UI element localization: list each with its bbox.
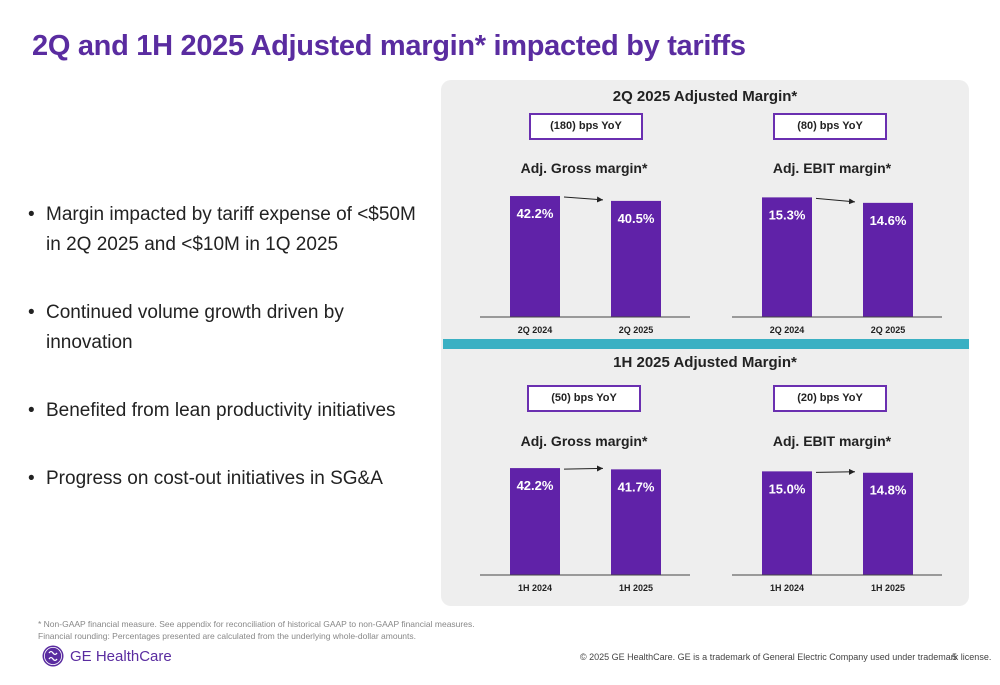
trend-arrow [815,468,856,475]
bar [762,471,812,575]
logo-text: GE HealthCare [70,647,172,665]
bullet-text: Continued volume growth driven by innova… [46,302,344,353]
tick-label: 2Q 2024 [770,325,805,335]
bullet-list: • Margin impacted by tariff expense of <$… [28,200,433,532]
data-label: 15.0% [769,481,806,496]
footnote-line: Financial rounding: Percentages presente… [38,631,416,641]
page-number: 5 [952,652,958,662]
chart-title: Adj. EBIT margin* [772,433,892,449]
gross-margin-1h-chart: 42.2% 1H 2024 41.7% 1H 2025 [480,465,690,593]
tick-label: 1H 2025 [619,583,653,593]
tick-label: 1H 2024 [770,583,804,593]
bullet-item: • Benefited from lean productivity initia… [28,396,433,426]
page-title: 2Q and 1H 2025 Adjusted margin* impacted… [32,30,746,62]
yoy-badge: (50) bps YoY [527,385,641,412]
copyright-notice: © 2025 GE HealthCare. GE is a trademark … [580,652,992,662]
data-label: 42.2% [517,206,554,221]
bullet-text: Margin impacted by tariff expense of <$5… [46,204,416,255]
yoy-badge: (180) bps YoY [529,113,643,140]
bar [611,200,661,317]
footnote-line: * Non-GAAP financial measure. See append… [38,619,475,629]
data-label: 14.6% [870,213,907,228]
data-label: 41.7% [618,479,655,494]
data-label: 42.2% [517,478,554,493]
chart-title: Adj. Gross margin* [520,160,648,176]
data-label: 15.3% [769,207,806,222]
bar [611,469,661,575]
bar [510,468,560,575]
chart-title: Adj. Gross margin* [520,433,648,449]
bullet-dot: • [28,468,35,489]
tick-label: 2Q 2024 [518,325,553,335]
data-label: 40.5% [618,211,655,226]
bullet-item: • Continued volume growth driven by innov… [28,298,433,358]
trend-arrow [815,197,856,205]
bar [863,202,913,317]
trend-arrow [563,196,604,203]
ge-monogram-icon [42,645,64,667]
footnote: * Non-GAAP financial measure. See append… [38,618,475,642]
tick-label: 1H 2025 [871,583,905,593]
tick-label: 2Q 2025 [619,325,654,335]
section-divider [443,339,969,349]
bullet-item: • Progress on cost-out initiatives in SG&… [28,464,433,494]
ebit-margin-1h-chart: 15.0% 1H 2024 14.8% 1H 2025 [732,468,942,593]
yoy-badge: (20) bps YoY [773,385,887,412]
bar [510,196,560,317]
ebit-margin-2q-chart: 15.3% 2Q 2024 14.6% 2Q 2025 [732,197,942,335]
company-logo: GE HealthCare [42,645,172,667]
data-label: 14.8% [870,483,907,498]
section-title-1h: 1H 2025 Adjusted Margin* [613,354,797,371]
section-title-2q: 2Q 2025 Adjusted Margin* [612,88,798,105]
tick-label: 1H 2024 [518,583,552,593]
gross-margin-2q-chart: 42.2% 2Q 2024 40.5% 2Q 2025 [480,196,690,335]
bullet-dot: • [28,400,35,421]
bar [863,472,913,575]
bullet-dot: • [28,302,35,323]
yoy-badge: (80) bps YoY [773,113,887,140]
tick-label: 2Q 2025 [871,325,906,335]
chart-title: Adj. EBIT margin* [772,160,892,176]
bar [762,197,812,317]
bullet-dot: • [28,204,35,225]
bullet-item: • Margin impacted by tariff expense of <$… [28,200,433,260]
bullet-text: Benefited from lean productivity initiat… [46,400,396,421]
trend-arrow [563,465,604,472]
bullet-text: Progress on cost-out initiatives in SG&A [46,468,383,489]
